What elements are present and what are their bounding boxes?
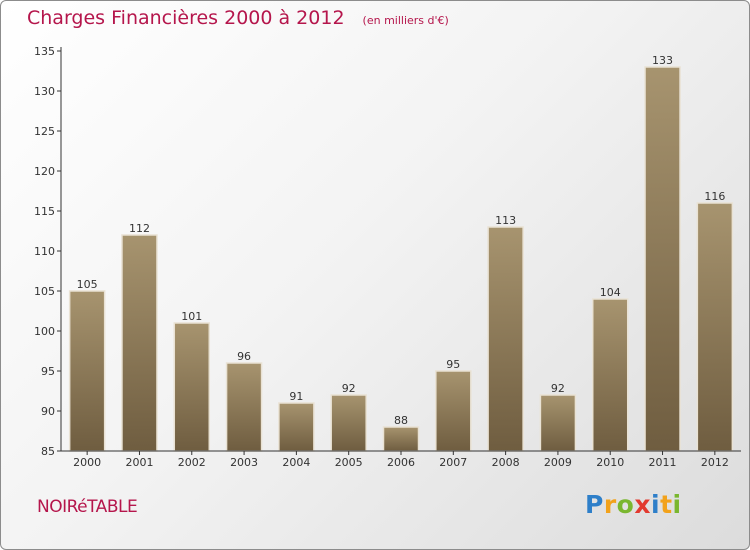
y-tick-label-130: 130: [34, 85, 55, 98]
y-tick-label-95: 95: [41, 365, 55, 378]
data-label-2003: 96: [237, 350, 251, 363]
y-tick-label-105: 105: [34, 285, 55, 298]
brand-letter: t: [660, 490, 673, 519]
title-block: Charges Financières 2000 à 2012 (en mill…: [27, 7, 449, 29]
bar-2004: [278, 402, 315, 452]
bar-2011: [644, 66, 681, 452]
x-tick-label-2007: 2007: [439, 456, 467, 469]
brand-letter: x: [634, 490, 651, 519]
bars-layer: 105 112 101 96 91 92 88 95 113 92 104 133 116: [68, 54, 734, 452]
bar-2007: [435, 370, 472, 452]
x-tick-label-2012: 2012: [701, 456, 729, 469]
brand-letter: i: [651, 490, 661, 519]
data-label-2001: 112: [129, 222, 150, 235]
x-tick-label-2011: 2011: [649, 456, 677, 469]
bar-2012: [696, 202, 734, 452]
bar-2009: [539, 394, 577, 452]
data-label-2008: 113: [495, 214, 516, 227]
y-tick-label-125: 125: [34, 125, 55, 138]
axis-layer: 2000 2001 2002 2003 2004 2005 2006 2007 2008 2009…: [34, 45, 741, 469]
data-label-2009: 92: [551, 382, 565, 395]
town-name: NOIRéTABLE: [37, 497, 138, 517]
data-label-2000: 105: [77, 278, 98, 291]
y-tick-label-110: 110: [34, 245, 55, 258]
y-tick-label-135: 135: [34, 45, 55, 58]
data-label-2012: 116: [704, 190, 725, 203]
y-tick-label-90: 90: [41, 405, 55, 418]
x-tick-label-2002: 2002: [178, 456, 206, 469]
brand-letter: P: [585, 490, 604, 519]
bar-2008: [487, 226, 524, 452]
x-tick-label-2001: 2001: [125, 456, 153, 469]
brand-letter: i: [672, 490, 682, 519]
x-tick-label-2009: 2009: [544, 456, 572, 469]
chart-title: Charges Financières 2000 à 2012: [27, 7, 345, 29]
bar-2000: [68, 290, 106, 452]
brand-letter: o: [616, 490, 635, 519]
x-tick-label-2000: 2000: [73, 456, 101, 469]
y-tick-label-85: 85: [41, 445, 55, 458]
data-label-2004: 91: [289, 390, 303, 403]
bar-2010: [591, 298, 629, 452]
brand-letter: r: [603, 490, 617, 519]
data-label-2007: 95: [446, 358, 460, 371]
data-label-2011: 133: [652, 54, 673, 67]
brand-logo: Proxiti: [585, 490, 682, 519]
y-tick-label-115: 115: [34, 205, 55, 218]
x-tick-label-2003: 2003: [230, 456, 258, 469]
x-tick-label-2008: 2008: [492, 456, 520, 469]
x-tick-label-2006: 2006: [387, 456, 415, 469]
data-label-2006: 88: [394, 414, 408, 427]
bar-2001: [121, 234, 158, 452]
bar-2002: [173, 322, 211, 452]
y-tick-label-120: 120: [34, 165, 55, 178]
x-tick-label-2005: 2005: [335, 456, 363, 469]
bar-2005: [330, 394, 367, 452]
data-label-2005: 92: [342, 382, 356, 395]
data-label-2002: 101: [181, 310, 202, 323]
bar-2003: [225, 362, 263, 452]
x-tick-label-2010: 2010: [596, 456, 624, 469]
bar-2006: [382, 426, 420, 452]
y-tick-label-100: 100: [34, 325, 55, 338]
x-tick-label-2004: 2004: [282, 456, 310, 469]
chart-unit: (en milliers d'€): [362, 14, 449, 27]
data-label-2010: 104: [600, 286, 621, 299]
